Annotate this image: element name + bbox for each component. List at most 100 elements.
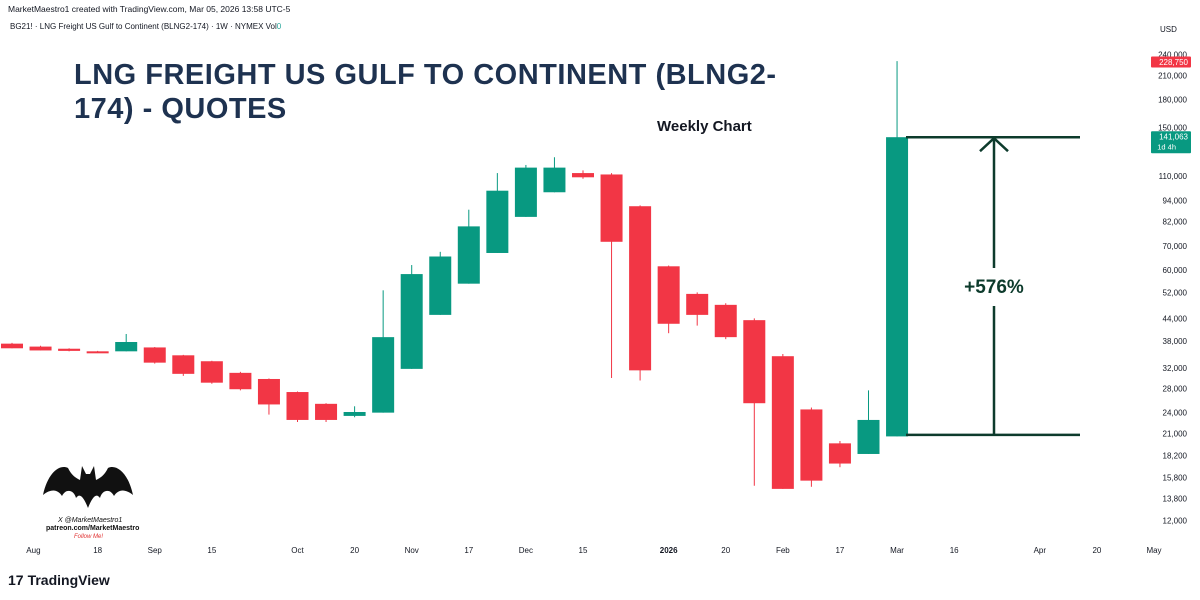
x-tick-label: Dec <box>519 546 533 555</box>
y-tick-label: 94,000 <box>1163 196 1188 205</box>
y-tick-label: 70,000 <box>1163 242 1188 251</box>
candle-body <box>771 356 794 489</box>
candle-body <box>286 392 309 420</box>
candle-body <box>543 167 566 193</box>
y-tick-label: 12,000 <box>1163 516 1188 525</box>
candle-body <box>657 266 680 324</box>
watermark-line1: X @MarketMaestro1 <box>57 517 122 524</box>
x-tick-label: 15 <box>207 546 216 555</box>
annotation-arrowhead <box>979 136 1009 153</box>
tradingview-logo-icon: 17 <box>8 572 24 588</box>
candle-body <box>315 403 338 420</box>
y-tick-label: 44,000 <box>1163 314 1188 323</box>
x-tick-label: Nov <box>405 546 419 555</box>
chart-title: LNG FREIGHT US GULF TO CONTINENT (BLNG2-… <box>74 59 777 125</box>
y-tick-label: 32,000 <box>1163 364 1188 373</box>
y-tick-label: 240,000 <box>1158 51 1187 60</box>
x-tick-label: 17 <box>464 546 473 555</box>
candle-body <box>200 361 223 383</box>
candlestick-chart[interactable]: 12,000 13,800 15,800 18,200 21,000 24,000 28,0… <box>0 0 1200 562</box>
chart-subtitle: Weekly Chart <box>657 118 752 135</box>
watermark-line3: Follow Me! <box>74 534 103 540</box>
x-tick-label: Oct <box>291 546 304 555</box>
x-tick-label: May <box>1146 546 1161 555</box>
y-tick-label: 21,000 <box>1163 429 1188 438</box>
y-tick-label: 38,000 <box>1163 337 1188 346</box>
candle-body <box>400 274 423 369</box>
y-tick-label: 13,800 <box>1163 495 1188 504</box>
candle-body <box>1 343 23 349</box>
x-tick-label: 18 <box>93 546 102 555</box>
candle-body <box>600 174 623 242</box>
candle-body <box>714 304 737 338</box>
candle-body <box>686 293 709 315</box>
created-by-text: MarketMaestro1 created with TradingView.… <box>8 4 291 14</box>
x-tick-label: Apr <box>1034 546 1047 555</box>
vol-value: 0 <box>276 22 282 31</box>
vol-label: Vol <box>265 22 277 31</box>
x-tick-label: 16 <box>950 546 959 555</box>
price-tag-box <box>1151 131 1191 154</box>
candle-body <box>857 419 880 454</box>
currency-label: USD <box>1160 25 1177 34</box>
y-tick-label: 210,000 <box>1158 71 1187 80</box>
annotation-label: +576% <box>964 277 1024 298</box>
y-tick-label: 18,200 <box>1163 452 1188 461</box>
candle-body <box>800 409 823 481</box>
candle-body <box>29 346 52 351</box>
brand-text: TradingView <box>27 572 110 588</box>
candle-body <box>58 348 81 351</box>
candle-body <box>343 411 366 416</box>
price-tag-box <box>1151 56 1191 68</box>
price-tag-sublabel: 1d 4h <box>1157 143 1176 152</box>
candle-body <box>86 351 109 354</box>
candle-body <box>886 137 909 437</box>
footer-bar <box>0 562 1200 600</box>
watermark-line2: patreon.com/MarketMaestro <box>46 525 139 532</box>
candle-body <box>629 206 652 371</box>
y-tick-label: 82,000 <box>1163 218 1188 227</box>
y-tick-label: 60,000 <box>1163 266 1188 275</box>
candle-body <box>429 256 452 315</box>
price-tag-label: 228,750 <box>1159 58 1188 67</box>
bat-logo-icon <box>43 466 133 508</box>
y-tick-label: 150,000 <box>1158 124 1187 133</box>
x-tick-label: Mar <box>890 546 904 555</box>
x-tick-label: 20 <box>721 546 730 555</box>
y-tick-label: 180,000 <box>1158 95 1187 104</box>
y-tick-label: 15,800 <box>1163 474 1188 483</box>
candle-body <box>743 320 766 404</box>
symbol-legend[interactable]: BG21! · LNG Freight US Gulf to Continent… <box>10 22 281 31</box>
x-tick-label: Feb <box>776 546 790 555</box>
y-tick-label: 52,000 <box>1163 288 1188 297</box>
candle-body <box>572 173 594 178</box>
candle-body <box>486 190 509 253</box>
x-tick-label: Sep <box>148 546 163 555</box>
watermark: X @MarketMaestro1 patreon.com/MarketMaes… <box>43 466 139 540</box>
x-tick-label: 2026 <box>660 546 678 555</box>
y-tick-label: 28,000 <box>1163 385 1188 394</box>
candle-body <box>828 443 851 464</box>
candle-body <box>457 226 480 284</box>
candle-body <box>514 167 537 217</box>
x-tick-label: Aug <box>26 546 40 555</box>
symbol-line: BG21! · LNG Freight US Gulf to Continent… <box>10 22 264 31</box>
candle-body <box>229 372 252 390</box>
candle-body <box>172 355 195 374</box>
x-tick-label: 15 <box>579 546 588 555</box>
x-tick-label: 17 <box>835 546 844 555</box>
x-tick-label: 20 <box>350 546 359 555</box>
tradingview-brand[interactable]: 17 TradingView <box>8 572 110 588</box>
candle-body <box>372 337 395 413</box>
annotation-layer: +576% <box>906 135 1080 437</box>
y-axis: 12,000 13,800 15,800 18,200 21,000 24,000 28,0… <box>1158 51 1187 526</box>
y-tick-label: 24,000 <box>1163 409 1188 418</box>
candle-body <box>115 341 138 352</box>
candle-body <box>143 347 166 363</box>
x-axis: Aug 18 Sep 15 Oct 20 Nov 17 Dec 15 2026 20 Feb 17 Mar 1… <box>26 546 1161 555</box>
y-tick-label: 110,000 <box>1159 172 1188 181</box>
candles-layer <box>1 61 909 489</box>
price-tag-label: 141,063 <box>1159 133 1188 142</box>
x-tick-label: 20 <box>1092 546 1101 555</box>
